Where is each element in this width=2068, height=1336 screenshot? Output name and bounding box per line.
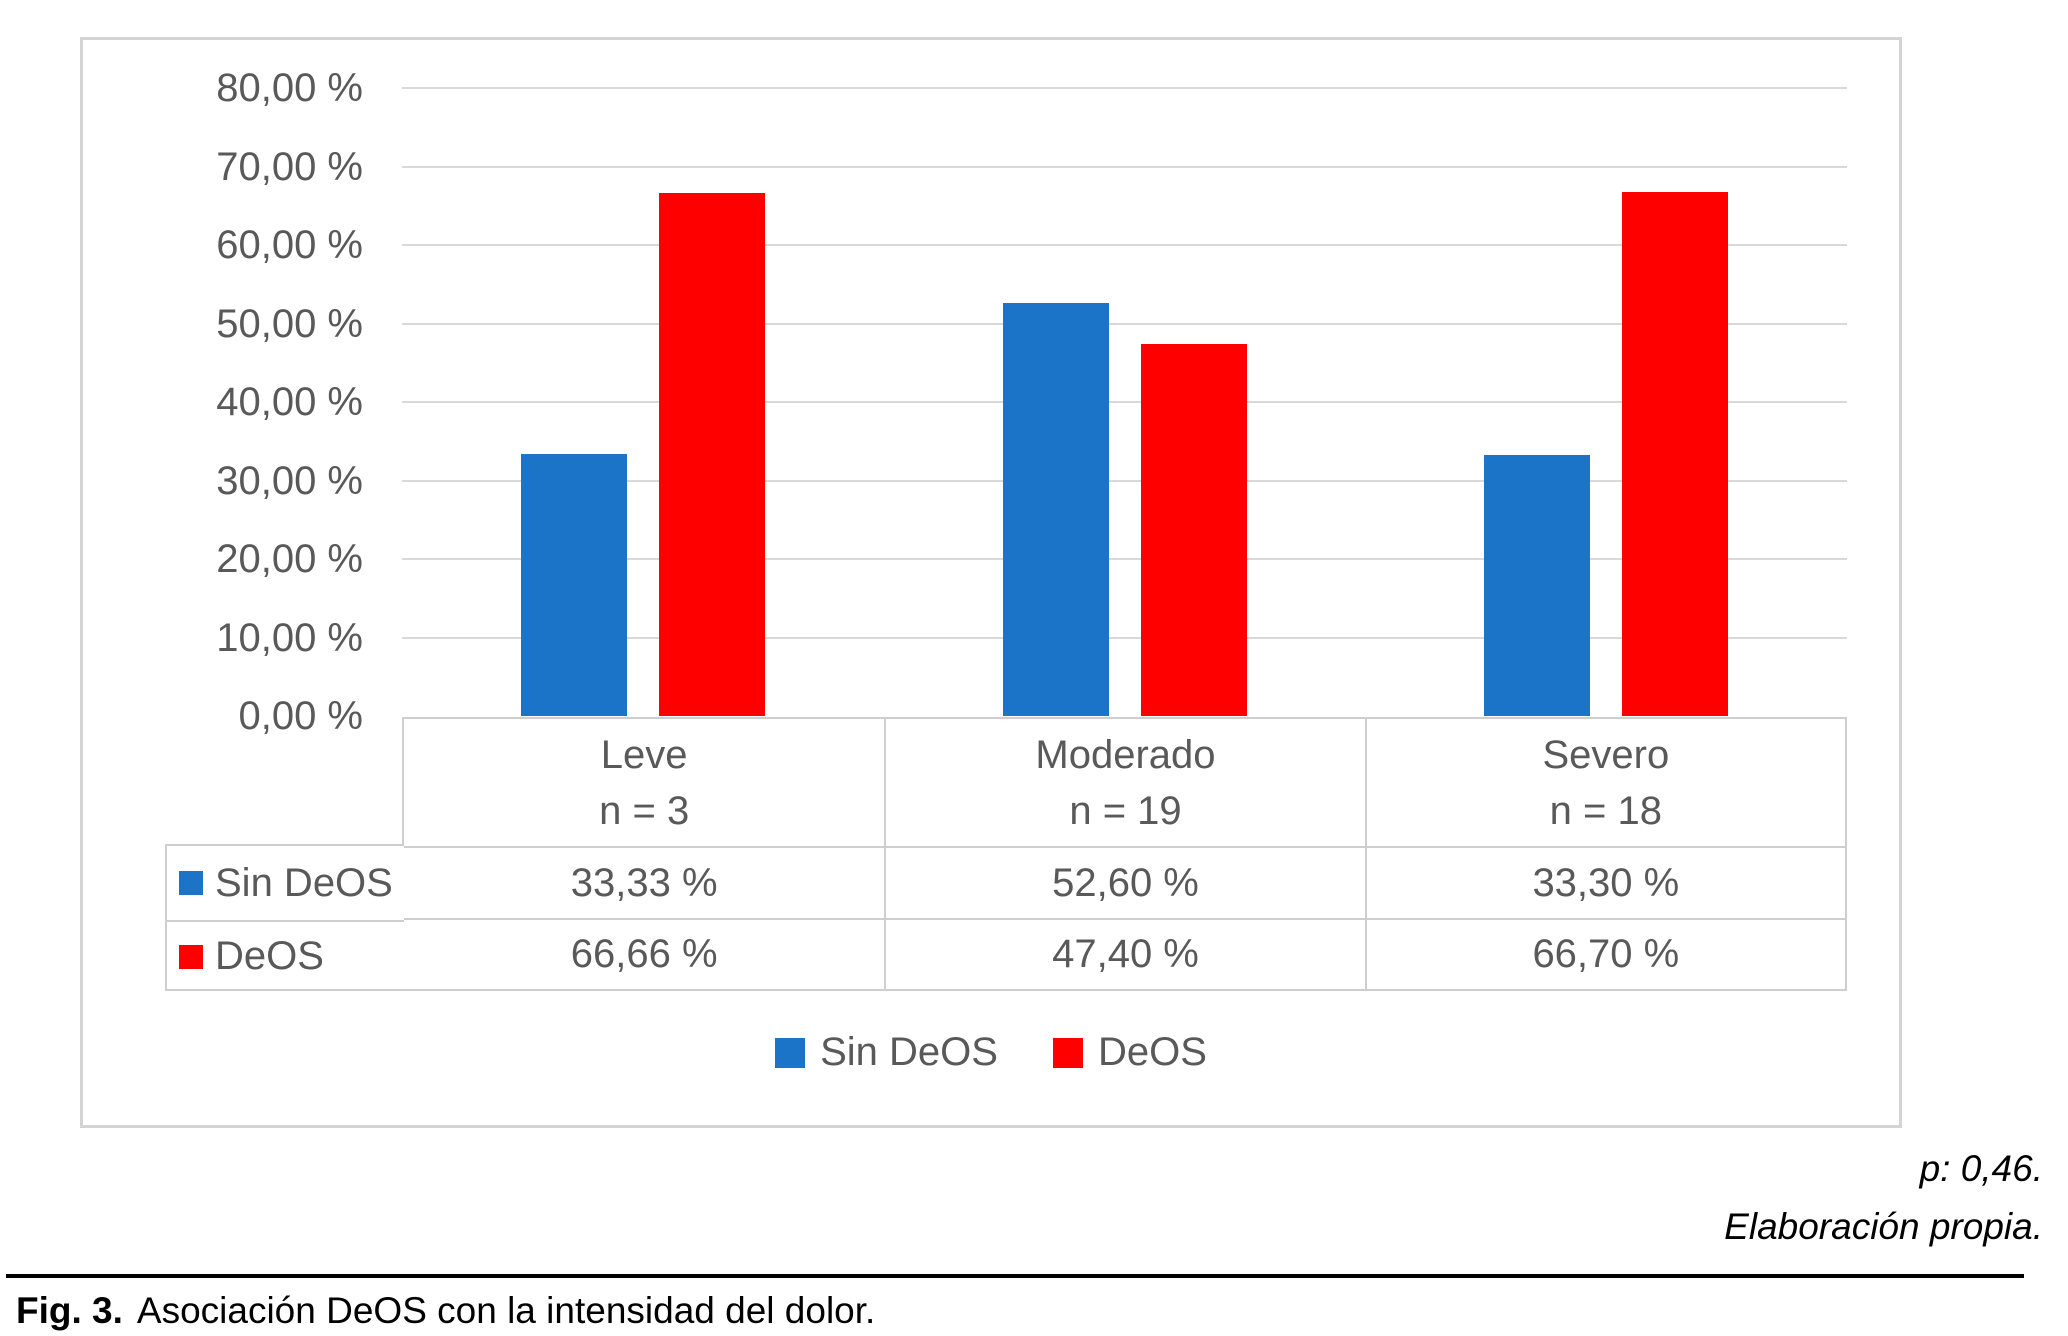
bar-deos-moderado	[1140, 343, 1247, 716]
figure-caption: Fig. 3. Asociación DeOS con la intensidad…	[16, 1290, 875, 1332]
bar-deos-severo	[1622, 192, 1729, 716]
bar-sin-deos-moderado	[1002, 303, 1109, 716]
y-axis-tick-label: 70,00 %	[216, 144, 363, 189]
table-series-label-deos: DeOS	[167, 920, 404, 991]
table-value-sin-deos-leve: 33,33 %	[404, 846, 885, 918]
y-axis-tick-label: 20,00 %	[216, 537, 363, 581]
legend-item-sin-deos: Sin DeOS	[775, 1030, 998, 1075]
gridline	[402, 244, 1847, 246]
legend-swatch-sin-deos	[775, 1037, 806, 1068]
table-value-deos-moderado: 47,40 %	[884, 918, 1365, 989]
table-value-deos-leve: 66,66 %	[404, 918, 885, 989]
category-count: n = 3	[599, 788, 690, 833]
table-header-moderado: Moderado n = 19	[884, 719, 1364, 846]
source-note: Elaboración propia.	[1724, 1206, 2043, 1247]
category-name: Leve	[600, 732, 688, 777]
bar-chart-plot-area	[402, 87, 1847, 716]
table-value-deos-severo: 66,70 %	[1364, 918, 1845, 989]
y-axis: 0,00 % 10,00 % 20,00 % 30,00 % 40,00 % 50,00 …	[83, 40, 363, 1125]
p-value-note: p: 0,46.	[1919, 1148, 2043, 1189]
table-value-sin-deos-moderado: 52,60 %	[884, 846, 1365, 918]
legend-item-deos: DeOS	[1052, 1030, 1207, 1075]
category-count: n = 18	[1549, 788, 1662, 833]
series-key-swatch-sin-deos	[179, 871, 203, 895]
gridline	[402, 401, 1847, 403]
category-name: Severo	[1542, 732, 1670, 777]
series-name: DeOS	[215, 934, 324, 978]
legend-label: Sin DeOS	[820, 1030, 998, 1074]
data-table: Leve n = 3 Moderado n = 19 Severo n = 18 33,33…	[402, 717, 1847, 991]
gridline	[402, 165, 1847, 168]
caption-divider	[6, 1274, 2024, 1278]
bar-deos-leve	[658, 192, 765, 716]
gridline	[402, 87, 1847, 89]
gridline	[402, 558, 1847, 560]
table-value-sin-deos-severo: 33,30 %	[1364, 846, 1845, 918]
category-name: Moderado	[1035, 732, 1216, 777]
bar-sin-deos-leve	[520, 454, 627, 716]
y-axis-tick-label: 0,00 %	[238, 694, 363, 738]
gridline	[402, 479, 1847, 482]
figure-caption-text: Asociación DeOS con la intensidad del do…	[136, 1290, 876, 1331]
figure-panel: 0,00 % 10,00 % 20,00 % 30,00 % 40,00 % 50,00 …	[80, 37, 1902, 1128]
table-header-severo: Severo n = 18	[1364, 719, 1845, 846]
category-count: n = 19	[1069, 788, 1182, 833]
series-name: Sin DeOS	[215, 860, 393, 905]
y-axis-tick-label: 60,00 %	[216, 223, 363, 267]
y-axis-tick-label: 10,00 %	[216, 615, 363, 660]
bar-sin-deos-severo	[1484, 454, 1591, 716]
y-axis-tick-label: 30,00 %	[216, 458, 363, 503]
chart-legend: Sin DeOS DeOS	[83, 1030, 1899, 1075]
series-key-swatch-deos	[179, 944, 203, 969]
y-axis-tick-label: 40,00 %	[216, 380, 363, 424]
y-axis-tick-label: 50,00 %	[216, 301, 363, 346]
legend-label: DeOS	[1097, 1030, 1207, 1074]
figure-caption-label: Fig. 3.	[16, 1290, 123, 1331]
gridline	[402, 636, 1847, 639]
legend-swatch-deos	[1052, 1037, 1083, 1068]
y-axis-tick-label: 80,00 %	[216, 66, 363, 110]
table-header-leve: Leve n = 3	[404, 719, 884, 846]
gridline	[402, 322, 1847, 325]
data-table-series-labels: Sin DeOS DeOS	[165, 844, 404, 991]
table-series-label-sin-deos: Sin DeOS	[167, 846, 404, 920]
